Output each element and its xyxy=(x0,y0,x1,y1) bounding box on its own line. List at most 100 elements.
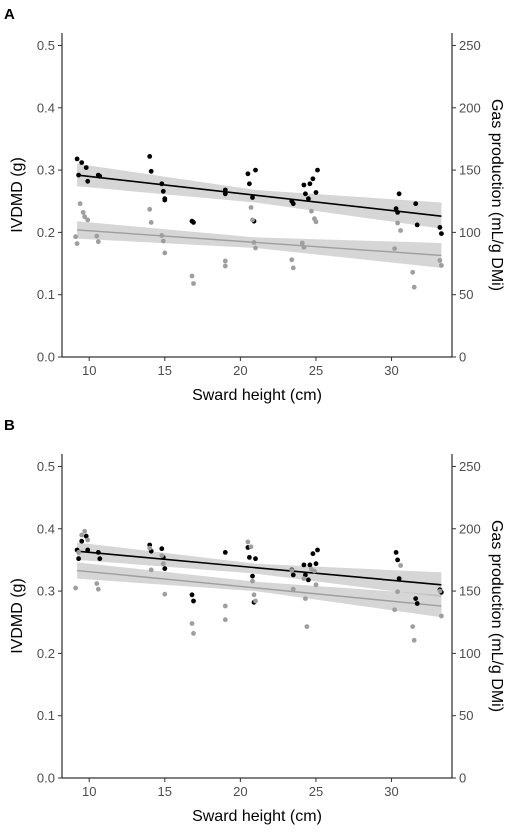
y-tick-label: 0.2 xyxy=(37,225,55,240)
y2-tick-label: 200 xyxy=(459,100,481,115)
ivdmd-series-point xyxy=(304,624,310,629)
y2-tick-label: 250 xyxy=(459,38,481,53)
ivdmd-series-point xyxy=(253,598,258,604)
y2-tick-label: 0 xyxy=(459,350,466,365)
ivdmd-series-point xyxy=(95,239,101,245)
gas-series-point xyxy=(191,598,196,604)
ivdmd-series-fit-line xyxy=(77,569,442,607)
ivdmd-series-point xyxy=(191,631,196,636)
y-axis-title: IVDMD (g) xyxy=(9,578,26,654)
y-tick-label: 0.4 xyxy=(37,521,55,536)
ivdmd-series-point xyxy=(248,205,254,210)
ivdmd-series-point xyxy=(251,240,257,245)
gas-series-fit-line xyxy=(77,174,442,217)
gas-series-point xyxy=(395,210,400,215)
x-tick-label: 15 xyxy=(158,363,172,378)
gas-series-point xyxy=(393,550,399,555)
gas-series-point xyxy=(160,188,166,194)
y2-tick-label: 150 xyxy=(459,584,481,599)
gas-series-point xyxy=(395,557,400,563)
ivdmd-series-point xyxy=(437,588,443,594)
gas-series-point xyxy=(97,556,103,562)
y2-axis-title: Gas production (mL/g DMi) xyxy=(488,99,505,291)
y-axis-title: IVDMD (g) xyxy=(9,157,26,233)
y2-tick-label: 50 xyxy=(459,708,473,723)
ivdmd-series-point xyxy=(253,245,258,251)
gas-series-point xyxy=(315,547,320,553)
x-axis-title: Sward height (cm) xyxy=(192,808,322,825)
ivdmd-series-point xyxy=(312,568,317,574)
y-tick-label: 0.1 xyxy=(37,287,55,302)
ivdmd-series-point xyxy=(437,258,443,263)
ivdmd-series-point xyxy=(395,220,400,226)
ivdmd-series-point xyxy=(77,201,83,207)
x-tick-label: 30 xyxy=(384,363,398,378)
ivdmd-series-point xyxy=(301,576,307,581)
gas-series-point xyxy=(85,178,91,184)
gas-series-point xyxy=(191,220,196,225)
y-tick-label: 0.4 xyxy=(37,100,55,115)
y2-axis-title: Gas production (mL/g DMi) xyxy=(488,520,505,712)
ivdmd-series-point xyxy=(85,217,91,223)
gas-series-point xyxy=(222,550,228,555)
x-axis-title: Sward height (cm) xyxy=(192,387,322,404)
x-tick-label: 15 xyxy=(158,784,172,799)
y2-tick-label: 200 xyxy=(459,521,481,536)
x-tick-label: 30 xyxy=(384,784,398,799)
ivdmd-series-point xyxy=(290,265,296,271)
y2-tick-label: 100 xyxy=(459,225,481,240)
ivdmd-series-point xyxy=(95,586,101,592)
gas-series-point xyxy=(147,154,153,159)
gas-series-point xyxy=(247,555,252,560)
ivdmd-series-point xyxy=(162,591,168,597)
x-tick-label: 10 xyxy=(82,363,96,378)
ivdmd-series-fit-line xyxy=(77,229,442,257)
ivdmd-series-point xyxy=(82,214,88,220)
panel-a: A 0.0 0.1 0.2 0.3 0.4 0.5 0 50 100 150 200 250 10 15 20… xyxy=(4,6,505,404)
y-tick-label: 0.1 xyxy=(37,708,55,723)
x-tick-label: 25 xyxy=(309,363,323,378)
ivdmd-series-point xyxy=(85,537,91,543)
gas-series-point xyxy=(301,182,307,188)
ivdmd-series-point xyxy=(191,281,196,286)
ivdmd-series-point xyxy=(189,621,195,626)
gas-series-point xyxy=(76,556,81,562)
gas-series-point xyxy=(253,167,258,173)
ivdmd-series-point xyxy=(299,240,305,246)
ivdmd-series-point xyxy=(309,208,314,214)
ivdmd-series-point xyxy=(147,545,153,551)
ivdmd-series-point xyxy=(79,532,85,538)
gas-series-point xyxy=(313,561,319,567)
ivdmd-series-point xyxy=(94,581,100,586)
gas-series-point xyxy=(97,173,103,179)
gas-series-point xyxy=(307,562,313,568)
gas-series-point xyxy=(306,196,311,202)
ivdmd-series-point xyxy=(245,539,251,545)
gas-series-point xyxy=(148,168,154,174)
gas-series-point xyxy=(413,201,419,207)
ivdmd-series-point xyxy=(162,250,168,256)
y-tick-label: 0.0 xyxy=(37,771,55,786)
ivdmd-series-point xyxy=(290,586,296,592)
gas-series-point xyxy=(396,576,402,581)
gas-series-point xyxy=(290,572,296,578)
ivdmd-series-point xyxy=(392,607,397,613)
ivdmd-series-point xyxy=(73,234,78,240)
gas-series-point xyxy=(253,556,258,562)
gas-series-point xyxy=(414,222,420,228)
x-tick-label: 25 xyxy=(309,784,323,799)
gas-series-point xyxy=(413,596,419,601)
ivdmd-series-point xyxy=(94,233,100,239)
ivdmd-series-point xyxy=(73,585,78,591)
y-tick-label: 0.2 xyxy=(37,646,55,661)
gas-series-point xyxy=(414,601,420,606)
gas-series-point xyxy=(313,190,319,195)
gas-series-point xyxy=(83,533,89,539)
gas-series-point xyxy=(79,160,85,166)
ivdmd-series-point xyxy=(395,589,400,595)
gas-series-point xyxy=(439,231,444,237)
gas-series-point xyxy=(159,546,165,552)
ivdmd-series-point xyxy=(82,528,88,534)
